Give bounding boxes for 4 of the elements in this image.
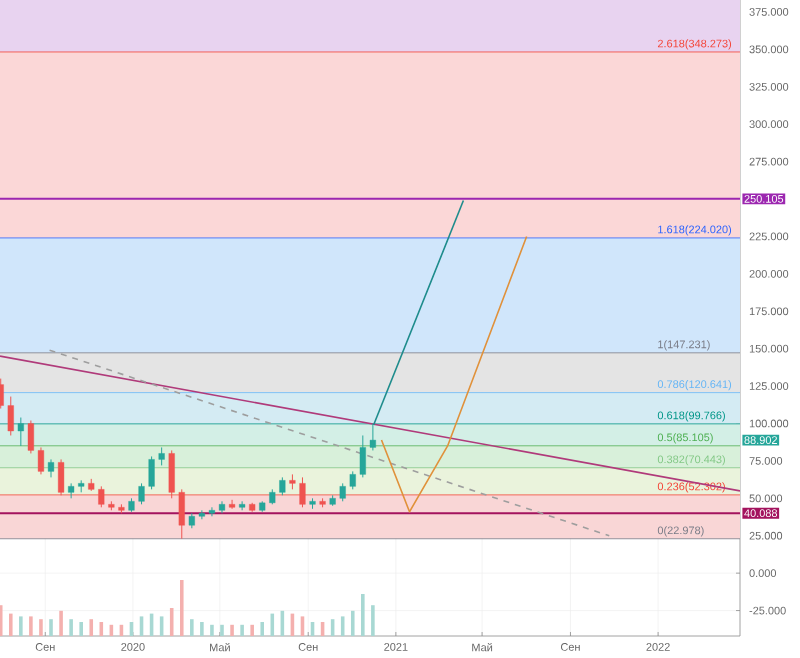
candlestick (58, 458, 65, 496)
candlestick (17, 417, 24, 447)
candlestick (228, 499, 236, 510)
line-series (380, 235, 528, 513)
